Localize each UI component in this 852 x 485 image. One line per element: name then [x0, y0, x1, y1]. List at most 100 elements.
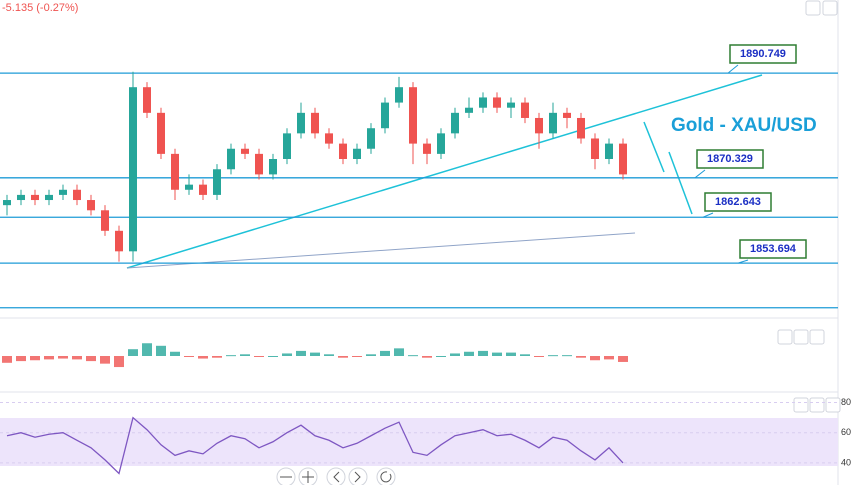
histogram-bar — [268, 356, 278, 357]
candle-body — [325, 133, 333, 144]
histogram-bar — [240, 354, 250, 356]
candle-body — [591, 138, 599, 159]
candle-body — [213, 169, 221, 195]
candle-body — [283, 133, 291, 159]
candle-body — [423, 143, 431, 154]
projection-arrow — [643, 121, 693, 215]
candle-body — [479, 97, 487, 108]
histogram-bar — [422, 356, 432, 358]
candle-body — [73, 189, 81, 201]
histogram-bar — [156, 345, 166, 356]
candle-body — [199, 184, 207, 195]
trend-line — [126, 74, 763, 269]
candle-body — [31, 194, 39, 201]
candle-body — [3, 200, 11, 206]
histogram-bar — [464, 351, 474, 356]
candle-body — [269, 159, 277, 175]
pane-close[interactable] — [809, 329, 825, 345]
candle-body — [395, 87, 403, 103]
histogram-bar — [506, 352, 516, 356]
candle-body — [87, 200, 95, 211]
histogram-bar — [282, 353, 292, 356]
y-tick-label: 40 — [841, 457, 851, 467]
maximize-button[interactable] — [822, 0, 838, 16]
pane-close[interactable] — [825, 397, 841, 413]
histogram-bar — [548, 355, 558, 357]
histogram-bar — [212, 356, 222, 358]
histogram-bar — [492, 352, 502, 356]
histogram-bar — [324, 354, 334, 356]
histogram-bar — [394, 348, 404, 356]
histogram-bar — [520, 354, 530, 356]
candle-body — [367, 128, 375, 149]
histogram-bar — [562, 355, 572, 357]
level-label: 1853.694 — [750, 243, 797, 255]
histogram-bar — [478, 350, 488, 356]
candle-body — [437, 133, 445, 154]
histogram-bar — [2, 356, 12, 363]
histogram-bar — [114, 356, 124, 368]
candle-body — [227, 148, 235, 170]
candle-body — [45, 194, 53, 201]
candle-body — [129, 87, 137, 252]
candle-body — [353, 148, 361, 159]
histogram-bar — [142, 343, 152, 356]
candle-body — [451, 112, 459, 134]
pane-up[interactable] — [793, 397, 809, 413]
histogram-bar — [618, 356, 628, 362]
pane-up[interactable] — [777, 329, 793, 345]
pane-down[interactable] — [793, 329, 809, 345]
candle-body — [507, 102, 515, 108]
histogram-bar — [170, 351, 180, 356]
histogram-bar — [310, 352, 320, 356]
candle-body — [535, 117, 543, 134]
level-connector — [694, 169, 706, 179]
level-connector — [727, 64, 739, 74]
histogram-bar — [226, 355, 236, 357]
level-connector — [702, 212, 714, 218]
scroll-right[interactable] — [348, 467, 368, 485]
y-tick-label: 80 — [841, 397, 851, 407]
candle-body — [115, 230, 123, 252]
histogram-bar — [128, 349, 138, 356]
histogram-bar — [380, 350, 390, 356]
price-change: -5.135 (-0.27%) — [2, 2, 78, 14]
histogram-bar — [604, 356, 614, 360]
candle-body — [563, 112, 571, 118]
histogram-bar — [534, 356, 544, 357]
candle-body — [605, 143, 613, 159]
histogram-bar — [408, 355, 418, 357]
candle-body — [311, 112, 319, 134]
histogram-bar — [58, 356, 68, 359]
level-label: 1890.749 — [740, 48, 786, 60]
scroll-left[interactable] — [326, 467, 346, 485]
level-label-box — [729, 44, 797, 64]
histogram-bar — [184, 356, 194, 357]
reset[interactable] — [376, 467, 396, 485]
histogram-bar — [590, 356, 600, 361]
histogram-bar — [338, 356, 348, 358]
candle-body — [255, 153, 263, 175]
toolbar-icons — [280, 471, 392, 483]
pane-down[interactable] — [809, 397, 825, 413]
candle-body — [297, 112, 305, 134]
level-label-box — [739, 239, 807, 259]
candle-body — [59, 189, 67, 195]
candle-body — [381, 102, 389, 129]
histogram-bar — [72, 356, 82, 360]
candle-body — [171, 153, 179, 190]
histogram-bar — [198, 356, 208, 359]
level-label: 1870.329 — [707, 153, 753, 165]
candle-body — [619, 143, 627, 175]
chart-title: Gold - XAU/USD — [671, 115, 817, 136]
candle-body — [549, 112, 557, 134]
histogram-bar — [576, 356, 586, 358]
scroll-button[interactable] — [805, 0, 821, 16]
level-label-box — [704, 192, 772, 212]
candle-body — [493, 97, 501, 108]
candle-body — [241, 148, 249, 154]
candle-body — [143, 87, 151, 113]
